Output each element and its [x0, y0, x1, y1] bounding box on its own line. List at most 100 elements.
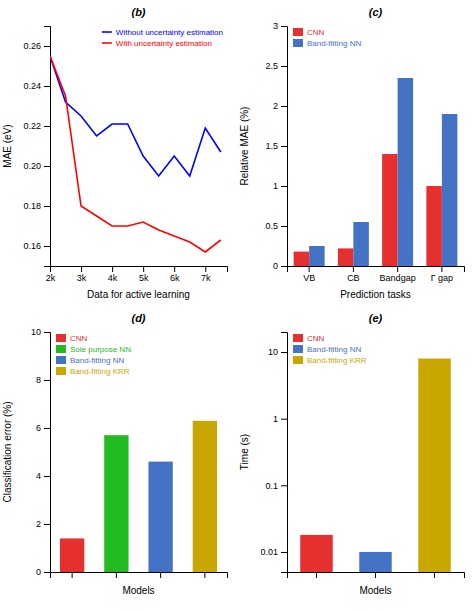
y-tick-label: 1.5	[265, 141, 278, 151]
legend-label: Band-fitting KRR	[70, 367, 130, 376]
y-tick-mark	[44, 166, 50, 167]
bar	[382, 154, 397, 266]
line-series	[50, 56, 221, 176]
x-tick-label: 5k	[139, 273, 149, 283]
x-tick: CB	[347, 266, 360, 283]
y-axis-title: MAE (eV)	[2, 124, 13, 167]
legend-swatch	[102, 31, 112, 33]
y-tick: 0.01	[260, 547, 287, 557]
y-axis: 0.01 0.1 1 10	[260, 333, 287, 573]
x-tick-mark	[205, 266, 206, 272]
y-tick: 0	[36, 567, 50, 577]
y-tick-label: 0.16	[23, 241, 41, 251]
y-tick-mark	[44, 572, 50, 573]
x-tick-label: 4k	[108, 273, 118, 283]
x-tick-label: 6k	[170, 273, 180, 283]
legend-item: CNN	[293, 334, 325, 343]
y-tick-mark	[44, 206, 50, 207]
y-tick-mark	[44, 380, 50, 381]
panel: 0246810(d)ModelsClassification error (%)…	[2, 312, 228, 596]
y-tick: 0.16	[23, 241, 50, 251]
x-tick-mark	[112, 266, 113, 272]
x-tick-mark	[397, 266, 398, 272]
y-tick-label: 0.18	[23, 201, 41, 211]
y-tick-label: 0	[273, 261, 278, 271]
bar	[104, 435, 128, 572]
y-tick: 0.1	[265, 481, 287, 491]
y-tick-mark	[281, 485, 287, 486]
x-tick: Bandgap	[380, 266, 416, 283]
x-tick	[316, 572, 317, 578]
y-tick-mark	[44, 86, 50, 87]
y-tick: 0	[273, 261, 287, 271]
y-tick-mark	[281, 552, 287, 553]
y-tick-label: 1	[273, 414, 278, 424]
plot-area	[294, 78, 458, 266]
x-axis-line	[288, 573, 465, 579]
figure: 0.160.180.200.220.240.262k3k4k5k6k7k(b)D…	[0, 0, 474, 612]
x-tick-label: CB	[347, 273, 360, 283]
bar	[294, 252, 309, 266]
y-tick: 1	[273, 181, 287, 191]
legend-swatch	[102, 42, 112, 44]
y-tick: 0.20	[23, 161, 50, 171]
x-tick-mark	[353, 266, 354, 272]
x-tick: 2k	[46, 266, 56, 283]
legend-label: CNN	[307, 28, 325, 37]
legend: CNN Band-fitting NN	[293, 28, 361, 48]
y-tick-label: 8	[36, 375, 41, 385]
y-tick: 0.5	[265, 221, 287, 231]
x-axis-line	[288, 267, 465, 273]
x-tick: VB	[303, 266, 315, 283]
legend-item: With uncertainty estimation	[102, 39, 212, 48]
panel-title: (b)	[131, 6, 145, 18]
x-tick-mark	[441, 266, 442, 272]
y-tick: 3	[273, 21, 287, 31]
legend-item: Band-fitting NN	[293, 39, 361, 48]
x-tick: 6k	[170, 266, 180, 283]
legend-label: Band-fitting NN	[307, 345, 361, 354]
x-tick-mark	[375, 572, 376, 578]
x-tick-label: 7k	[201, 273, 211, 283]
x-tick-label: VB	[303, 273, 315, 283]
plot-area	[60, 421, 217, 572]
plot-area	[300, 359, 450, 572]
legend-label: With uncertainty estimation	[116, 39, 212, 48]
legend-label: CNN	[307, 334, 325, 343]
x-tick-mark	[143, 266, 144, 272]
x-axis: 2k3k4k5k6k7k	[46, 266, 228, 283]
x-axis-line	[51, 573, 228, 579]
legend-swatch	[56, 356, 66, 364]
legend-item: Without uncertainty estimation	[102, 28, 223, 37]
y-tick-mark	[281, 146, 287, 147]
legend-swatch	[56, 334, 66, 342]
y-tick-mark	[44, 246, 50, 247]
panel-title: (d)	[131, 312, 145, 324]
x-tick-mark	[50, 266, 51, 272]
y-tick-label: 10	[268, 347, 278, 357]
legend: CNNSole purpose NNBand-fitting NNBand-fi…	[56, 334, 131, 376]
y-tick: 2	[36, 519, 50, 529]
legend-item: CNN	[56, 334, 88, 343]
y-tick: 1	[273, 414, 287, 424]
legend-swatch	[293, 345, 303, 353]
legend-swatch	[293, 28, 303, 36]
x-axis-title: Prediction tasks	[340, 289, 411, 300]
panel: 00.511.522.53VBCBBandgapΓ gap(c)Predicti…	[239, 6, 465, 300]
bar	[193, 421, 217, 572]
y-tick-label: 3	[273, 21, 278, 31]
bar	[426, 186, 441, 266]
legend-item: Band-fitting NN	[293, 345, 361, 354]
x-tick-mark	[316, 572, 317, 578]
y-axis-line	[44, 333, 51, 573]
x-tick-mark	[309, 266, 310, 272]
plot-area	[50, 56, 221, 252]
legend-swatch	[56, 367, 66, 375]
panel: 0.010.1110(e)ModelsTime (s)CNNBand-fitti…	[239, 312, 465, 596]
y-axis: 0246810	[31, 327, 51, 577]
bar	[353, 222, 368, 266]
x-axis-title: Data for active learning	[87, 289, 190, 300]
x-tick	[160, 572, 161, 578]
legend-swatch	[56, 345, 66, 353]
legend-label: CNN	[70, 334, 88, 343]
